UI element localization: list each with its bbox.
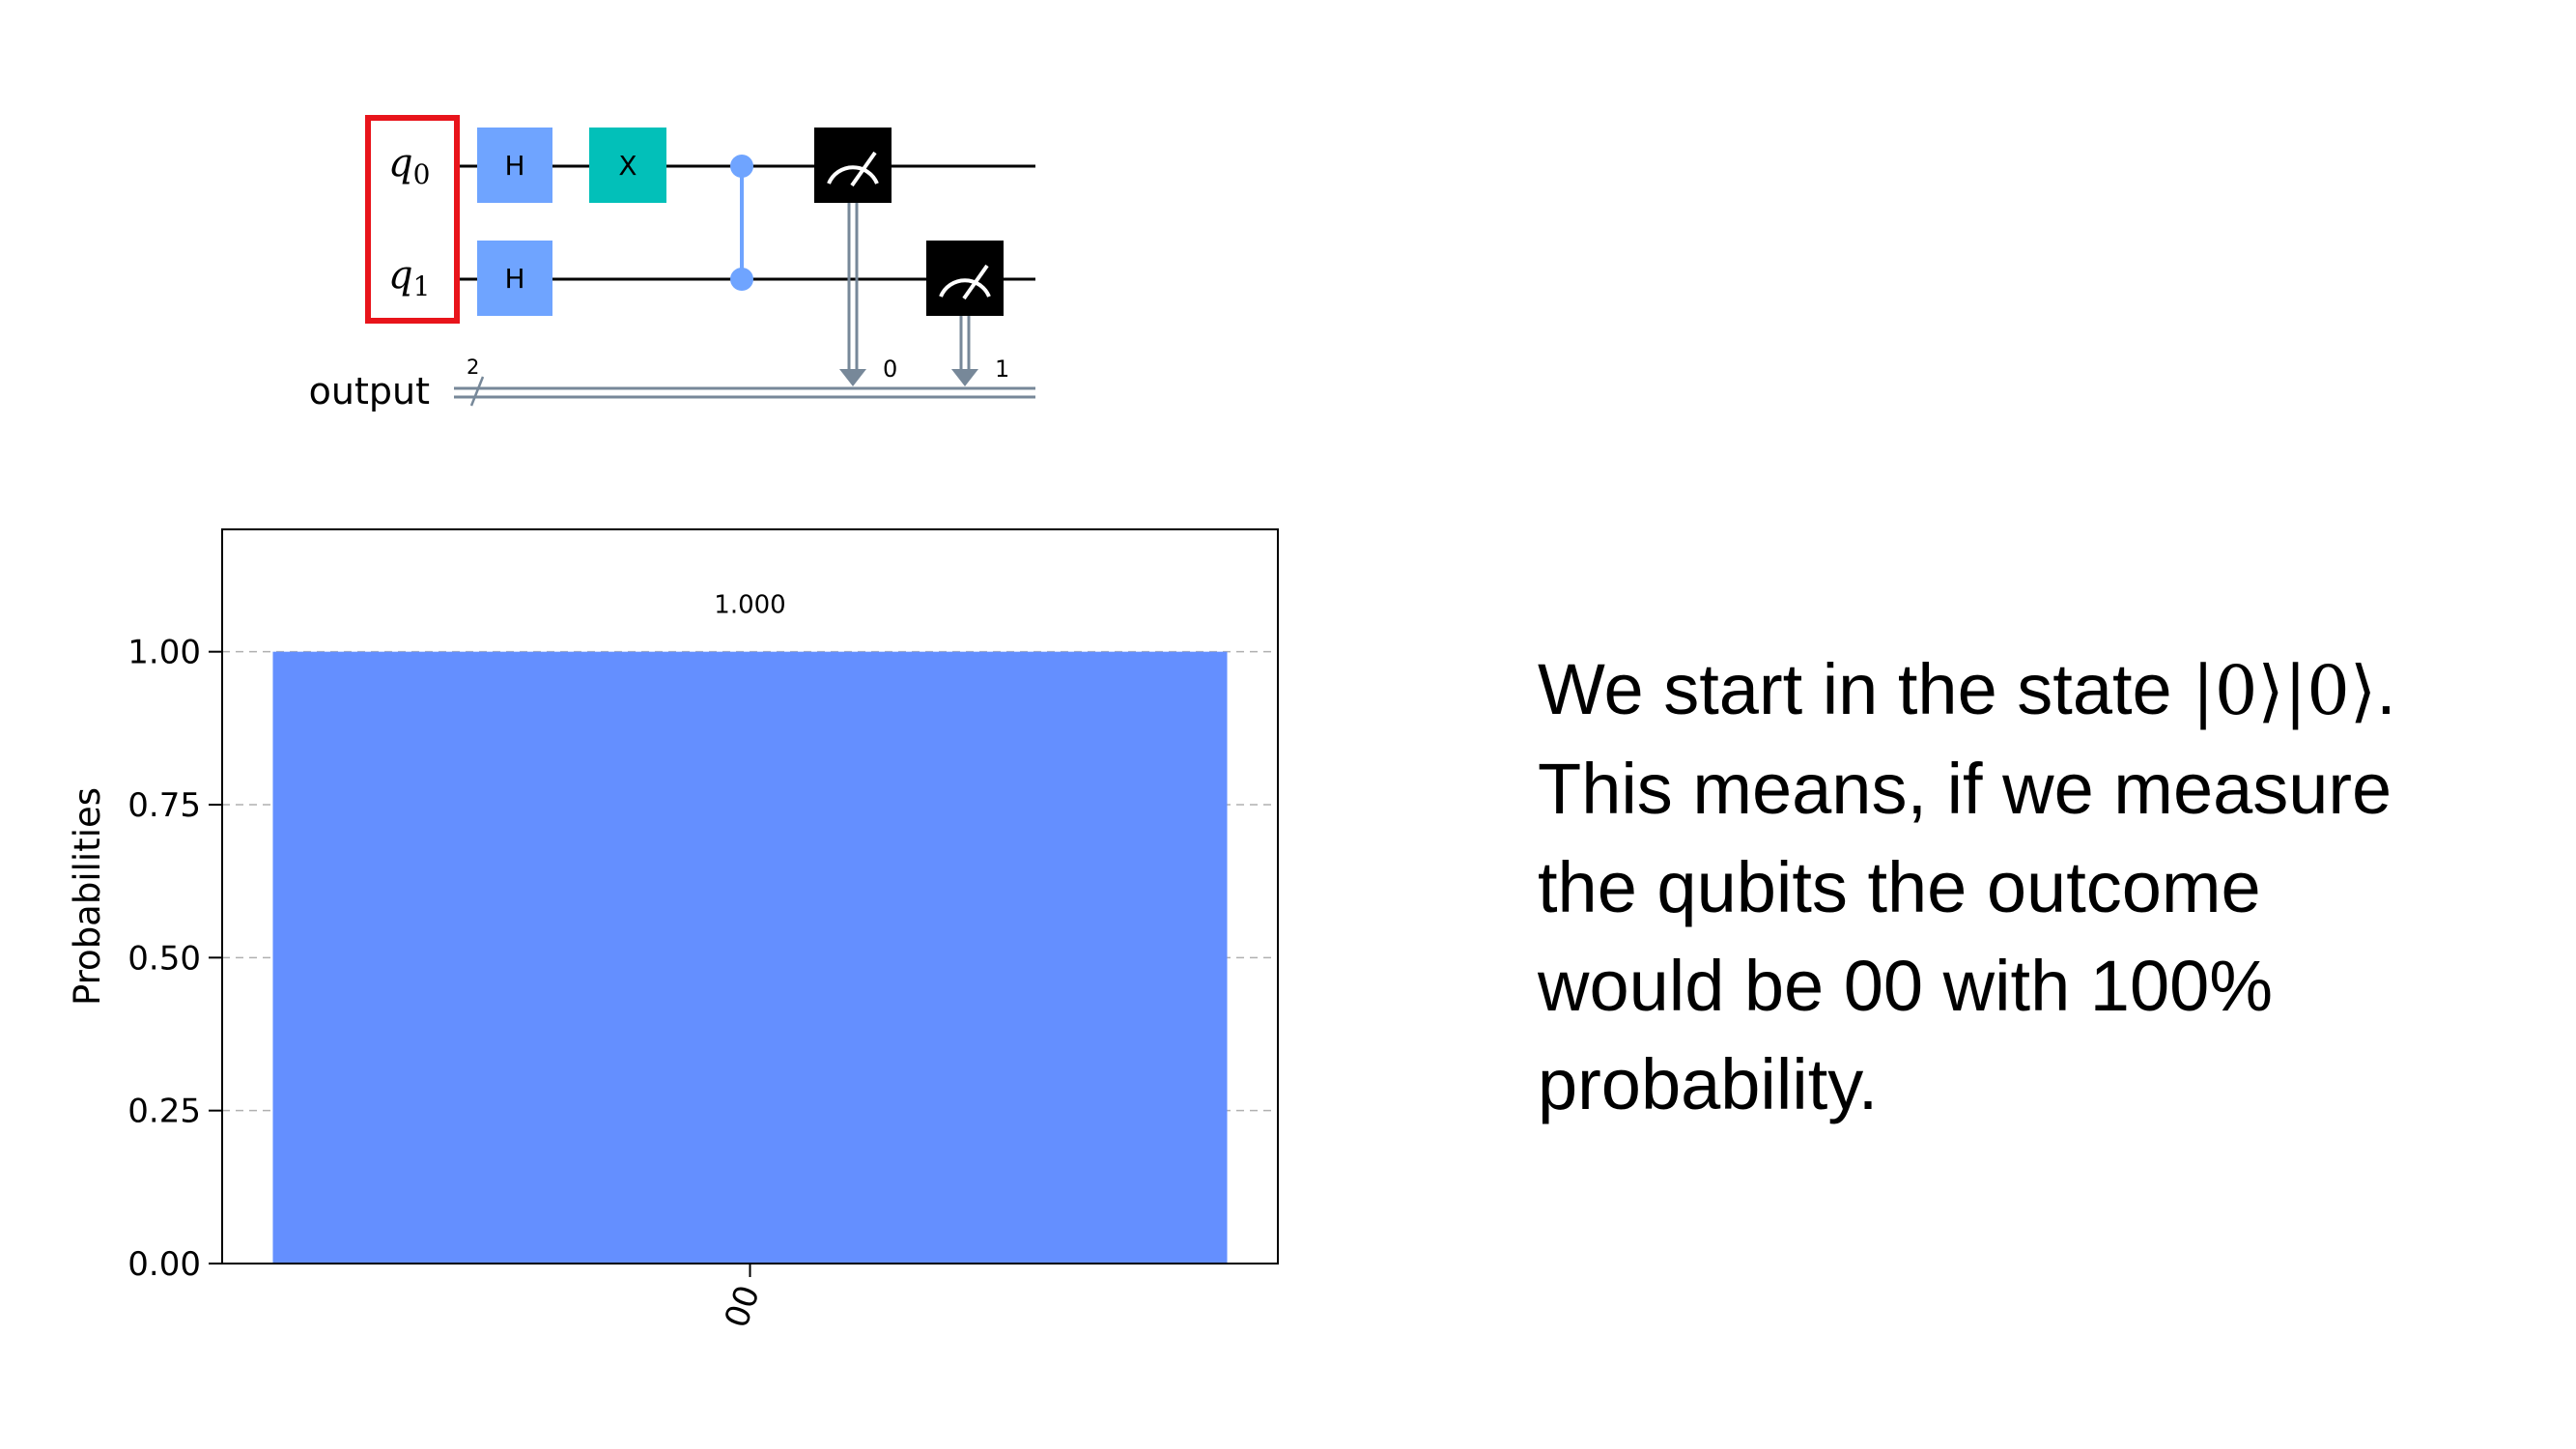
probability-histogram: 1.000 0.00 0.25 0.50 0.75 1.00 00 Probabilit… bbox=[67, 528, 1279, 1333]
ket-zero-first: |0⟩ bbox=[2192, 651, 2284, 730]
register-slash bbox=[469, 376, 485, 407]
quantum-circuit: 2 output q0 q1 H H X 0 1 bbox=[309, 115, 1035, 412]
y-tick-label: 0.25 bbox=[127, 1093, 201, 1131]
ket-zero-second: |0⟩ bbox=[2283, 651, 2377, 730]
text-line-2: This means, if we measure bbox=[1538, 749, 2392, 829]
h-gate-q0 bbox=[477, 128, 552, 203]
h-gate-q1-label: H bbox=[504, 263, 524, 295]
y-axis-label: Probabilities bbox=[67, 787, 108, 1006]
register-size: 2 bbox=[467, 355, 479, 379]
measure-gate-q0 bbox=[814, 128, 892, 203]
meter-icon bbox=[827, 165, 879, 185]
qubit-label-highlight bbox=[365, 115, 460, 324]
measure-bit-q1: 1 bbox=[995, 355, 1009, 383]
measure-gate-q1 bbox=[926, 241, 1004, 316]
cz-dot-q0 bbox=[730, 155, 753, 178]
h-gate-q1 bbox=[477, 241, 552, 316]
x-tick-label: 00 bbox=[718, 1280, 768, 1332]
x-axis: 00 bbox=[718, 1264, 768, 1333]
qubit-label-q0: q0 bbox=[388, 141, 430, 190]
text-line-5: probability. bbox=[1538, 1044, 1879, 1124]
y-axis: 0.00 0.25 0.50 0.75 1.00 bbox=[127, 634, 222, 1284]
cz-dot-q1 bbox=[730, 268, 753, 291]
bar-value-label: 1.000 bbox=[714, 591, 785, 620]
y-tick-label: 1.00 bbox=[127, 634, 201, 672]
x-gate-q0-label: X bbox=[618, 150, 637, 182]
text-line-3: the qubits the outcome bbox=[1538, 847, 2261, 927]
meter-needle-icon bbox=[962, 264, 989, 300]
meter-icon bbox=[939, 278, 991, 298]
measure-arrow-q1 bbox=[951, 369, 978, 386]
x-gate-q0 bbox=[589, 128, 666, 203]
register-label: output bbox=[309, 370, 430, 412]
qubit-label-q1: q1 bbox=[388, 253, 430, 302]
measure-arrow-q0 bbox=[839, 369, 866, 386]
h-gate-q0-label: H bbox=[504, 150, 524, 182]
meter-needle-icon bbox=[850, 151, 877, 187]
bar bbox=[272, 651, 1228, 1264]
measure-bit-q0: 0 bbox=[883, 355, 897, 383]
y-tick-label: 0.00 bbox=[127, 1245, 201, 1284]
text-line-4: would be 00 with 100% bbox=[1538, 946, 2274, 1026]
y-tick-label: 0.75 bbox=[127, 786, 201, 825]
bars: 1.000 bbox=[272, 591, 1228, 1264]
text-line-1: We start in the state |0⟩|0⟩. bbox=[1538, 649, 2396, 730]
explanation-text: We start in the state |0⟩|0⟩. This means… bbox=[1538, 640, 2552, 1134]
y-tick-label: 0.50 bbox=[127, 939, 201, 978]
